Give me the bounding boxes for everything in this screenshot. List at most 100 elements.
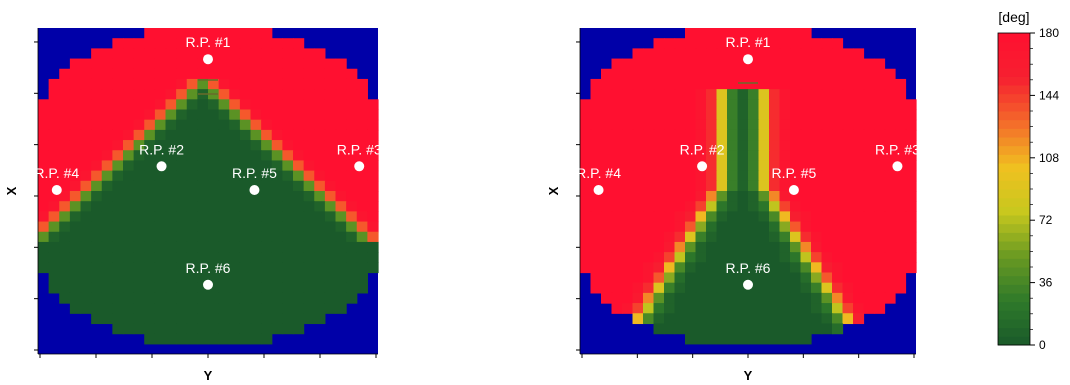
heatmap-cell bbox=[208, 180, 220, 192]
heatmap-cell bbox=[601, 262, 613, 274]
heatmap-cell bbox=[695, 89, 707, 100]
heatmap-cell bbox=[197, 272, 209, 284]
heatmap-cell bbox=[250, 323, 262, 335]
heatmap-cell bbox=[611, 129, 623, 141]
heatmap-cell bbox=[800, 333, 812, 345]
heatmap-cell bbox=[101, 252, 113, 263]
heatmap-cell bbox=[632, 180, 644, 192]
heatmap-cell bbox=[779, 78, 791, 90]
heatmap-cell bbox=[863, 99, 875, 111]
heatmap-cell bbox=[208, 78, 220, 90]
heatmap-cell bbox=[186, 292, 198, 304]
colorbar-band bbox=[998, 163, 1030, 173]
heatmap-cell bbox=[48, 150, 60, 162]
colorbar-band bbox=[998, 119, 1030, 129]
heatmap-cell bbox=[727, 160, 739, 172]
heatmap-cell bbox=[706, 129, 718, 141]
heatmap-cell bbox=[811, 211, 823, 223]
heatmap-cell bbox=[154, 78, 167, 90]
heatmap-cell bbox=[601, 292, 613, 304]
heatmap-cell bbox=[884, 292, 896, 304]
heatmap-cell bbox=[356, 262, 368, 274]
heatmap-cell bbox=[282, 323, 294, 335]
heatmap-cell bbox=[239, 201, 252, 212]
heatmap-cell bbox=[218, 282, 230, 294]
heatmap-cell bbox=[643, 150, 655, 162]
heatmap-cell bbox=[324, 231, 337, 243]
heatmap-cell bbox=[737, 241, 749, 253]
heatmap-cell bbox=[685, 211, 697, 223]
heatmap-cell bbox=[643, 119, 655, 131]
heatmap-cell bbox=[695, 140, 707, 151]
heatmap-cell bbox=[356, 252, 368, 263]
heatmap-cell bbox=[842, 129, 854, 141]
heatmap-cell bbox=[80, 180, 92, 192]
heatmap-cell bbox=[758, 211, 770, 223]
heatmap-cell bbox=[737, 28, 749, 39]
heatmap-cell bbox=[779, 221, 791, 233]
heatmap-cell bbox=[622, 292, 634, 304]
heatmap-cell bbox=[324, 119, 337, 131]
heatmap-cell bbox=[611, 241, 623, 253]
heatmap-cell bbox=[821, 292, 833, 304]
heatmap-cell bbox=[737, 262, 749, 274]
heatmap-cell bbox=[611, 89, 623, 100]
heatmap-cell bbox=[727, 262, 739, 274]
heatmap-cell bbox=[154, 28, 167, 39]
heatmap-cell bbox=[727, 48, 739, 60]
heatmap-cell bbox=[832, 292, 844, 304]
heatmap-cell bbox=[758, 201, 770, 212]
heatmap-cell bbox=[716, 333, 728, 345]
heatmap-cell bbox=[601, 272, 613, 284]
heatmap-cell bbox=[601, 221, 613, 233]
heatmap-cell bbox=[218, 211, 230, 223]
heatmap-cell bbox=[590, 221, 602, 233]
heatmap-cell bbox=[601, 99, 613, 111]
heatmap-cell bbox=[261, 282, 273, 294]
heatmap-cell bbox=[335, 129, 347, 141]
heatmap-cell bbox=[293, 313, 305, 325]
heatmap-cell bbox=[832, 191, 844, 202]
heatmap-cell bbox=[842, 99, 854, 111]
heatmap-cell bbox=[101, 78, 113, 90]
heatmap-cell bbox=[653, 191, 665, 202]
heatmap-cell bbox=[874, 170, 886, 182]
heatmap-cell bbox=[165, 221, 177, 233]
colorbar-bands bbox=[998, 33, 1030, 346]
heatmap-cell bbox=[737, 221, 749, 233]
heatmap-cell bbox=[239, 231, 252, 243]
heatmap-cell bbox=[716, 109, 728, 121]
heatmap-cell bbox=[895, 221, 907, 233]
heatmap-cell bbox=[208, 99, 220, 111]
heatmap-cell bbox=[133, 313, 145, 325]
heatmap-cell bbox=[59, 78, 71, 90]
heatmap-cell bbox=[895, 231, 907, 243]
heatmap-cell bbox=[293, 58, 305, 70]
heatmap-cell bbox=[133, 58, 145, 70]
heatmap-cell bbox=[303, 89, 315, 100]
heatmap-cell bbox=[611, 252, 623, 263]
heatmap-cell bbox=[38, 170, 50, 182]
heatmap-cell bbox=[91, 313, 103, 325]
heatmap-cell bbox=[154, 68, 167, 80]
heatmap-cell bbox=[664, 201, 676, 212]
heatmap-cell bbox=[727, 282, 739, 294]
heatmap-cell bbox=[69, 272, 82, 284]
heatmap-cell bbox=[905, 262, 917, 274]
heatmap-cell bbox=[123, 109, 135, 121]
heatmap-cell bbox=[48, 89, 60, 100]
heatmap-cell bbox=[832, 68, 844, 80]
heatmap-cell bbox=[779, 201, 791, 212]
heatmap-cell bbox=[38, 201, 50, 212]
heatmap-cell bbox=[611, 211, 623, 223]
heatmap-cell bbox=[367, 201, 379, 212]
heatmap-cell bbox=[758, 333, 770, 345]
heatmap-cell bbox=[356, 231, 368, 243]
heatmap-cell bbox=[239, 323, 252, 335]
heatmap-cell bbox=[293, 89, 305, 100]
heatmap-cell bbox=[176, 28, 188, 39]
heatmap-cell bbox=[367, 150, 379, 162]
heatmap-cell bbox=[80, 191, 92, 202]
heatmap-cell bbox=[176, 241, 188, 253]
heatmap-cell bbox=[853, 252, 865, 263]
